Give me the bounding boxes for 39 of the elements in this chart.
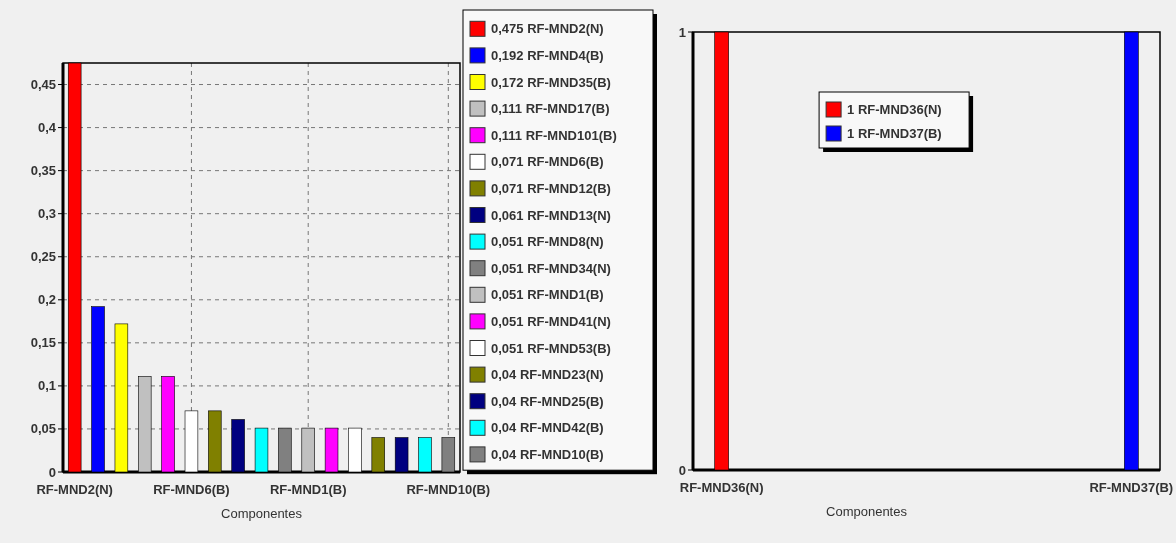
legend-label: 0,192 RF-MND4(B) [491, 47, 604, 63]
y-tick-label: 0 [48, 464, 56, 480]
x-tick-label: RF-MND36(N) [679, 480, 764, 495]
y-tick-label: 0,2 [37, 292, 56, 308]
x-tick-label: RF-MND2(N) [36, 482, 113, 497]
y-tick-label: 0,35 [30, 163, 56, 179]
legend-label: 0,475 RF-MND2(N) [491, 21, 604, 37]
legend-label: 0,051 RF-MND41(N) [491, 313, 611, 329]
y-tick-label: 0,3 [37, 206, 56, 222]
text: 0,051 RF-MND53(B) [491, 340, 611, 356]
y-tick-label: 0,05 [30, 421, 56, 437]
x-tick-label: RF-MND10(B) [406, 482, 491, 497]
y-tick-label: 0,25 [30, 249, 56, 265]
legend-label: 0,04 RF-MND42(B) [491, 420, 604, 436]
legend-label: 0,051 RF-MND1(B) [491, 287, 604, 303]
x-tick-label: RF-MND37(B) [1089, 480, 1174, 495]
legend-label: 0,04 RF-MND23(N) [491, 367, 604, 383]
y-tick-label: 0,1 [37, 378, 56, 394]
legend-label: 0,071 RF-MND12(B) [491, 180, 611, 196]
x-tick-label: RF-MND1(B) [269, 482, 347, 497]
legend-label: 0,111 RF-MND17(B) [491, 101, 610, 117]
x-axis-title: Componentes [826, 504, 908, 519]
y-tick-label: 0,4 [37, 120, 57, 136]
y-tick-label: 1 [678, 24, 686, 40]
legend-label: 1 RF-MND37(B) [847, 126, 942, 141]
legend-label: 0,111 RF-MND101(B) [491, 127, 617, 143]
legend-label: 0,051 RF-MND8(N) [491, 234, 604, 250]
legend-label: 0,04 RF-MND25(B) [491, 393, 604, 409]
legend-label: 0,04 RF-MND10(B) [491, 446, 604, 462]
x-axis-title: Componentes [221, 506, 303, 521]
x-tick-label: RF-MND6(B) [153, 482, 230, 497]
legend-label: 0,061 RF-MND13(N) [491, 207, 611, 223]
legend-label: 0,051 RF-MND34(N) [491, 260, 611, 276]
y-tick-label: 0 [678, 462, 686, 478]
text: 0,071 RF-MND6(B) [491, 154, 604, 170]
legend-label: 1 RF-MND36(N) [847, 102, 942, 117]
y-tick-label: 0,15 [30, 335, 56, 351]
legend-label: 0,172 RF-MND35(B) [491, 74, 611, 90]
y-tick-label: 0,45 [30, 77, 56, 93]
